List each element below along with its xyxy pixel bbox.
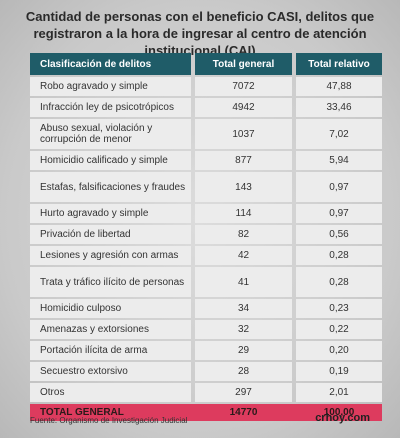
table-row: Homicidio calificado y simple 877 5,94	[30, 151, 382, 170]
table-cell: 32	[195, 320, 292, 339]
table-cell: TOTAL GENERAL	[30, 404, 191, 421]
table-cell: 0,97	[296, 172, 382, 202]
table-row: Portación ilícita de arma 29 0,20	[30, 341, 382, 360]
table-cell: 143	[195, 172, 292, 202]
table-cell: Infracción ley de psicotrópicos	[30, 98, 191, 117]
table-row: Secuestro extorsivo 28 0,19	[30, 362, 382, 381]
table-cell: 1037	[195, 119, 292, 149]
table-cell: 0,23	[296, 299, 382, 318]
table-cell: 0,28	[296, 246, 382, 265]
table-cell: Lesiones y agresión con armas	[30, 246, 191, 265]
table-row: Abuso sexual, violación y corrupción de …	[30, 119, 382, 149]
table-row: Otros 297 2,01	[30, 383, 382, 402]
table-cell: 82	[195, 225, 292, 244]
table-cell: 5,94	[296, 151, 382, 170]
table-row: Trata y tráfico ilícito de personas 41 0,2…	[30, 267, 382, 297]
table-cell: Amenazas y extorsiones	[30, 320, 191, 339]
header-row: Clasificación de delitos Total general Tot…	[30, 53, 382, 75]
source: Fuente: Organismo de Investigación Judic…	[30, 416, 188, 425]
table-cell: 29	[195, 341, 292, 360]
table-cell: 4942	[195, 98, 292, 117]
table-row: Infracción ley de psicotrópicos 4942 33,46	[30, 98, 382, 117]
table-cell: 0,20	[296, 341, 382, 360]
table-row: Homicidio culposo 34 0,23	[30, 299, 382, 318]
table-body: Robo agravado y simple 7072 47,88 Infracció…	[30, 77, 382, 421]
table-cell: Estafas, falsificaciones y fraudes	[30, 172, 191, 202]
table-cell: Privación de libertad	[30, 225, 191, 244]
table-cell: 2,01	[296, 383, 382, 402]
table-cell: Homicidio culposo	[30, 299, 191, 318]
table-cell: 7,02	[296, 119, 382, 149]
table-row: Hurto agravado y simple 114 0,97	[30, 204, 382, 223]
table-cell: Homicidio calificado y simple	[30, 151, 191, 170]
table-row: TOTAL GENERAL 14770 100,00	[30, 404, 382, 421]
table-cell: Robo agravado y simple	[30, 77, 191, 96]
table-cell: Abuso sexual, violación y corrupción de …	[30, 119, 191, 149]
table-row: Robo agravado y simple 7072 47,88	[30, 77, 382, 96]
table-cell: 0,22	[296, 320, 382, 339]
table-cell: 34	[195, 299, 292, 318]
table-cell: Secuestro extorsivo	[30, 362, 191, 381]
column-header: Total general	[195, 53, 292, 75]
table-cell: Hurto agravado y simple	[30, 204, 191, 223]
table-cell: 114	[195, 204, 292, 223]
table-cell: 42	[195, 246, 292, 265]
column-header: Total relativo	[296, 53, 382, 75]
table-cell: 14770	[195, 404, 292, 421]
table-cell: 0,56	[296, 225, 382, 244]
table-cell: 0,97	[296, 204, 382, 223]
table-cell: 100,00	[296, 404, 382, 421]
table-cell: 33,46	[296, 98, 382, 117]
logo: crhoy.com	[315, 412, 370, 424]
column-header: Clasificación de delitos	[30, 53, 191, 75]
table-row: Lesiones y agresión con armas 42 0,28	[30, 246, 382, 265]
table-cell: 877	[195, 151, 292, 170]
table-row: Estafas, falsificaciones y fraudes 143 0,9…	[30, 172, 382, 202]
table-cell: 28	[195, 362, 292, 381]
table-cell: 297	[195, 383, 292, 402]
table-cell: 7072	[195, 77, 292, 96]
table-cell: 0,19	[296, 362, 382, 381]
table-cell: Portación ilícita de arma	[30, 341, 191, 360]
table-cell: Otros	[30, 383, 191, 402]
table-cell: Trata y tráfico ilícito de personas	[30, 267, 191, 297]
crime-table: Clasificación de delitos Total general Tot…	[30, 51, 382, 423]
table-cell: 0,28	[296, 267, 382, 297]
table-cell: 47,88	[296, 77, 382, 96]
table-row: Amenazas y extorsiones 32 0,22	[30, 320, 382, 339]
table-cell: 41	[195, 267, 292, 297]
table-row: Privación de libertad 82 0,56	[30, 225, 382, 244]
